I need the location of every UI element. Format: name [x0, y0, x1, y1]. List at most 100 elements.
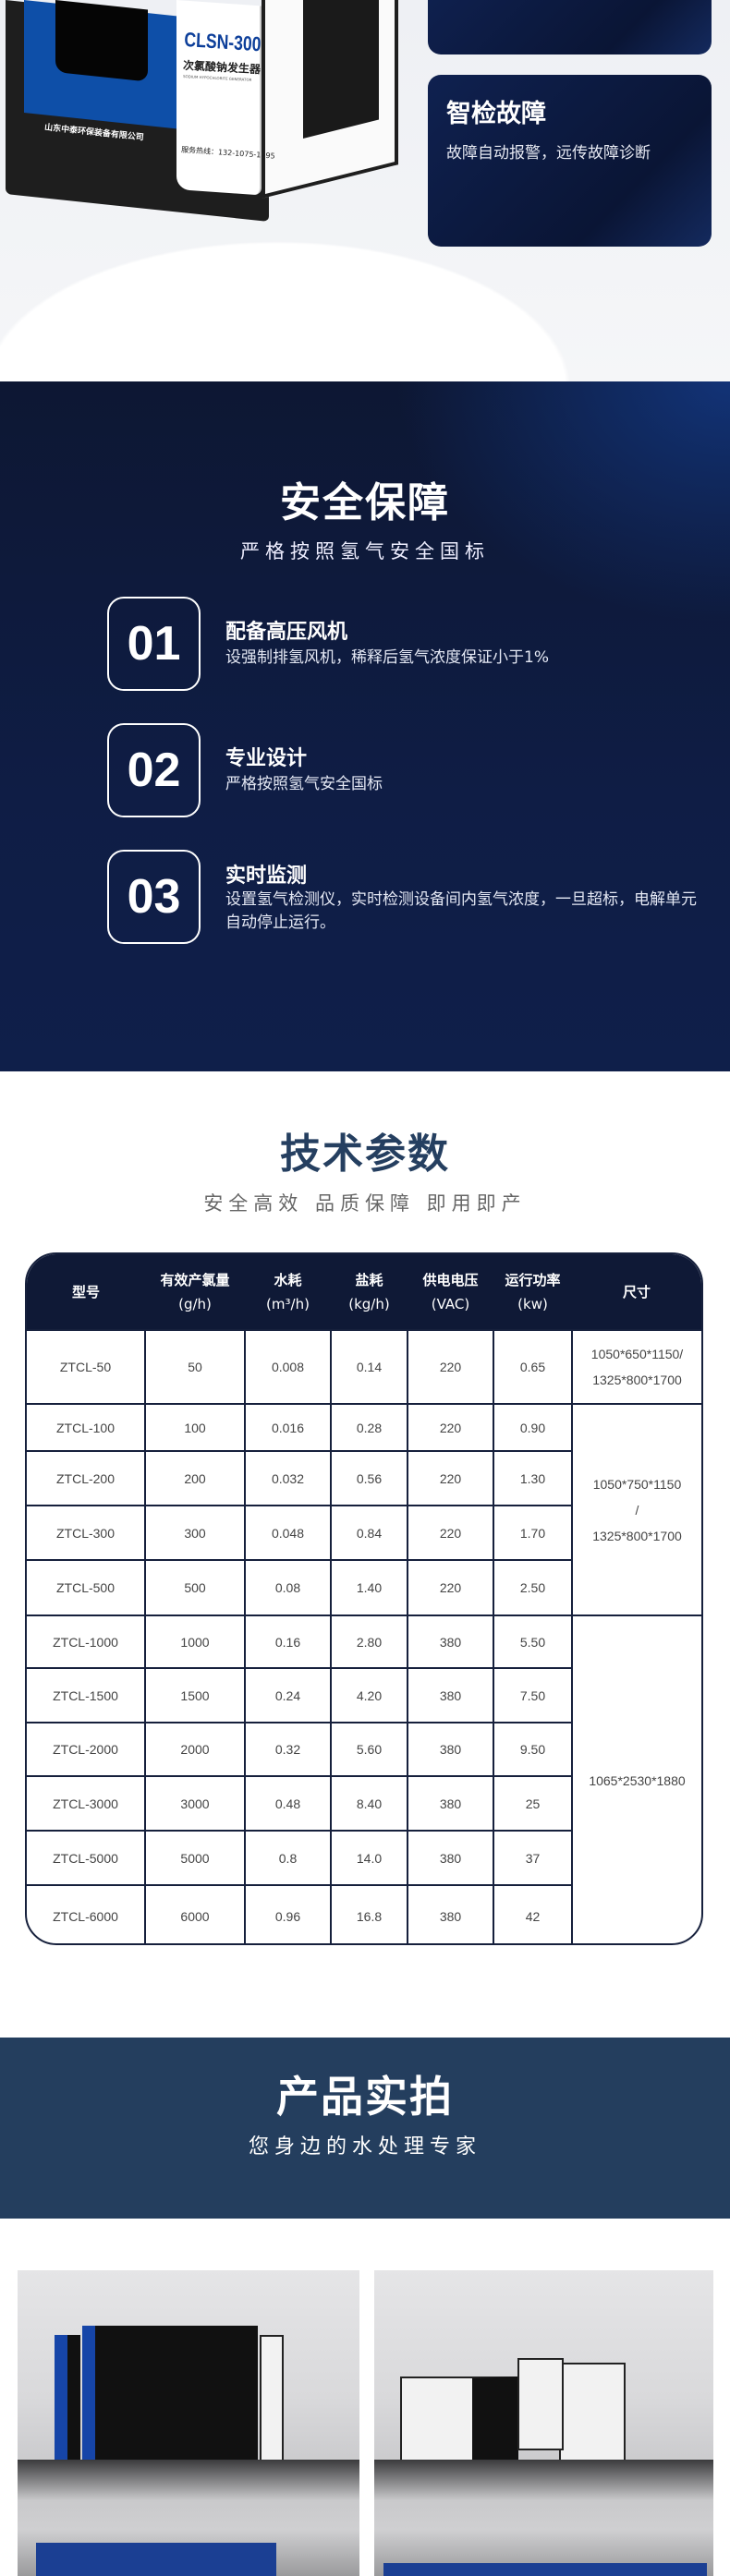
spec-table: 型号 有效产氯量 (g/h) 水耗 (m³/h) 盐耗 (kg/h) 供电电压 (VAC) 运行功… [25, 1252, 703, 1945]
table-cell: 500 [144, 1559, 246, 1616]
machine-side-door [303, 0, 379, 139]
size-cell: 1050*750*1150 / 1325*800*1700 [571, 1403, 701, 1616]
table-row: ZTCL-2000 2000 0.32 5.60 380 9.50 [27, 1722, 701, 1777]
feature-card [428, 0, 712, 54]
header-label: 型号 [71, 1283, 100, 1300]
table-cell: 0.28 [330, 1403, 408, 1452]
table-cell: 380 [407, 1775, 494, 1832]
size-line: 1065*2530*1880 [589, 1773, 686, 1788]
table-cell: 0.08 [244, 1559, 332, 1616]
table-header-row: 型号 有效产氯量 (g/h) 水耗 (m³/h) 盐耗 (kg/h) 供电电压 (VAC) 运行功… [27, 1254, 701, 1330]
table-row: ZTCL-300 300 0.048 0.84 220 1.70 [27, 1505, 701, 1561]
size-line: 1050*650*1150/ [590, 1347, 684, 1361]
machine-model: CLSN-300 [183, 28, 262, 56]
header-label: 水耗 [274, 1271, 302, 1288]
table-cell: 5.60 [330, 1722, 408, 1777]
table-cell: 220 [407, 1505, 494, 1561]
table-cell: 100 [144, 1403, 246, 1452]
product-machine-illustration: CLSN-300 次氯酸钠发生器 SODIUM HYPOCHLORITE GEN… [0, 0, 411, 222]
item-title: 配备高压风机 [225, 621, 348, 644]
header-unit: (VAC) [431, 1295, 470, 1312]
table-cell: 220 [407, 1559, 494, 1616]
size-line: / [635, 1502, 639, 1518]
safety-section: 安全保障 严格按照氢气安全国标 01 配备高压风机 设强制排氢风机，稀释后氢气浓… [0, 381, 730, 1071]
table-cell: 4.20 [330, 1667, 408, 1723]
table-cell: 1000 [144, 1615, 246, 1669]
table-cell: 50 [144, 1329, 246, 1405]
table-cell: 220 [407, 1403, 494, 1452]
item-title: 专业设计 [225, 747, 308, 770]
table-cell: ZTCL-50 [27, 1329, 146, 1405]
table-cell: 300 [144, 1505, 246, 1561]
table-cell: 0.96 [244, 1884, 332, 1943]
table-row: ZTCL-500 500 0.08 1.40 220 2.50 [27, 1559, 701, 1616]
table-cell: 0.008 [244, 1329, 332, 1405]
feature-card-fault-check: 智检故障 故障自动报警，远传故障诊断 [428, 75, 712, 247]
feature-section: CLSN-300 次氯酸钠发生器 SODIUM HYPOCHLORITE GEN… [0, 0, 730, 381]
table-cell: 14.0 [330, 1830, 408, 1886]
table-cell: 0.048 [244, 1505, 332, 1561]
feature-title: 智检故障 [446, 100, 546, 128]
table-cell: 380 [407, 1830, 494, 1886]
table-cell: 380 [407, 1667, 494, 1723]
size-cell: 1050*650*1150/1325*800*1700 [571, 1329, 701, 1405]
section-title: 安全保障 [280, 479, 450, 526]
product-photo [374, 2460, 713, 2576]
column-header: 运行功率 (kw) [493, 1254, 572, 1330]
table-cell: 0.48 [244, 1775, 332, 1832]
table-row: ZTCL-5000 5000 0.8 14.0 380 37 [27, 1830, 701, 1886]
safety-item: 01 配备高压风机 设强制排氢风机，稀释后氢气浓度保证小于1% [107, 597, 699, 691]
table-cell: 0.032 [244, 1450, 332, 1506]
table-row: ZTCL-3000 3000 0.48 8.40 380 25 [27, 1775, 701, 1832]
item-title: 实时监测 [225, 865, 308, 888]
header-label: 尺寸 [622, 1283, 651, 1300]
table-cell: ZTCL-2000 [27, 1722, 146, 1777]
table-cell: 0.90 [493, 1403, 573, 1452]
table-cell: ZTCL-300 [27, 1505, 146, 1561]
table-cell: 220 [407, 1329, 494, 1405]
table-cell: 7.50 [493, 1667, 572, 1723]
table-cell: 0.14 [330, 1329, 408, 1405]
item-number: 02 [107, 723, 201, 817]
safety-item: 02 专业设计 严格按照氢气安全国标 [107, 723, 699, 817]
product-photo [18, 2460, 359, 2576]
header-label: 供电电压 [422, 1271, 479, 1288]
table-cell: 5.50 [493, 1615, 573, 1669]
table-cell: ZTCL-1500 [27, 1667, 146, 1723]
table-cell: 1.40 [330, 1559, 408, 1616]
table-cell: 8.40 [330, 1775, 408, 1832]
feature-desc: 故障自动报警，远传故障诊断 [446, 144, 651, 163]
table-cell: 1.30 [493, 1450, 572, 1506]
size-line: 1325*800*1700 [592, 1528, 682, 1543]
section-title: 产品实拍 [276, 2072, 454, 2122]
size-line: 1050*750*1150 [592, 1476, 682, 1492]
item-number: 03 [107, 850, 201, 944]
section-subtitle: 您身边的水处理专家 [248, 2135, 481, 2159]
header-label: 运行功率 [505, 1271, 561, 1288]
table-cell: 0.016 [244, 1403, 332, 1452]
table-cell: 16.8 [330, 1884, 408, 1943]
column-header: 型号 [27, 1254, 145, 1330]
table-cell: 3000 [144, 1775, 246, 1832]
column-header: 供电电压 (VAC) [408, 1254, 493, 1330]
table-row: ZTCL-1500 1500 0.24 4.20 380 7.50 [27, 1667, 701, 1723]
table-cell: 2.50 [493, 1559, 572, 1616]
table-row: ZTCL-100 100 0.016 0.28 220 0.90 1050*750*1150… [27, 1403, 701, 1616]
table-cell: 9.50 [493, 1722, 572, 1777]
table-cell: 37 [493, 1830, 572, 1886]
table-cell: 1.70 [493, 1505, 572, 1561]
table-cell: 0.56 [330, 1450, 408, 1506]
table-cell: 1500 [144, 1667, 246, 1723]
table-row: ZTCL-1000 1000 0.16 2.80 380 5.50 1065*2530*18… [27, 1615, 701, 1943]
table-cell: 0.24 [244, 1667, 332, 1723]
params-subtitle: 安全高效 品质保障 即用即产 [203, 1192, 527, 1215]
table-cell: 25 [493, 1775, 572, 1832]
header-unit: (g/h) [178, 1295, 212, 1312]
table-cell: 5000 [144, 1830, 246, 1886]
item-desc: 设置氢气检测仪，实时检测设备间内氢气浓度，一旦超标，电解单元自动停止运行。 [225, 890, 697, 932]
table-cell: ZTCL-100 [27, 1403, 146, 1452]
header-label: 盐耗 [355, 1271, 383, 1288]
table-row: ZTCL-200 200 0.032 0.56 220 1.30 [27, 1450, 701, 1506]
header-unit: (kw) [517, 1295, 548, 1312]
size-line: 1325*800*1700 [592, 1373, 682, 1387]
